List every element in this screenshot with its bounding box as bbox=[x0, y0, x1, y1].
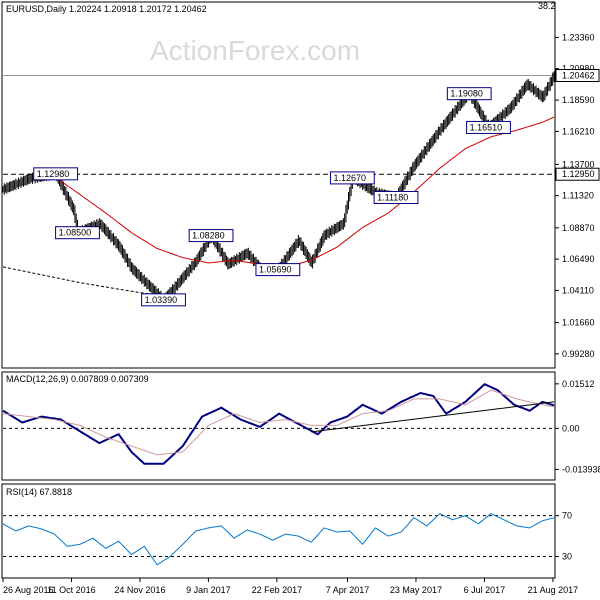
watermark: ActionForex.com bbox=[150, 35, 360, 66]
annotation-label: 1.12980 bbox=[37, 169, 70, 179]
x-tick-label: 11 Oct 2016 bbox=[47, 585, 95, 595]
x-tick-label: 7 Apr 2017 bbox=[326, 585, 370, 595]
annotation-label: 1.03390 bbox=[145, 295, 178, 305]
macd-trendline-line bbox=[311, 401, 555, 433]
price-tick-label: 1.11320 bbox=[562, 191, 594, 201]
price-tick-label: 1.20980 bbox=[562, 64, 595, 74]
grid-layer bbox=[3, 75, 554, 558]
macd-tick-label: -0.013938 bbox=[562, 464, 600, 474]
price-tick-label: 1.08870 bbox=[562, 223, 595, 233]
annotation-label: 1.08500 bbox=[59, 228, 92, 238]
rsi-panel-frame bbox=[1, 483, 556, 579]
x-tick-label: 23 May 2017 bbox=[390, 585, 442, 595]
axis-layer: 1.23360 1.20980 1.18590 1.16210 1.13700 1.113… bbox=[2, 32, 600, 595]
x-tick-label: 22 Feb 2017 bbox=[252, 585, 303, 595]
price-panel-frame bbox=[1, 1, 556, 369]
macd-macd-line bbox=[2, 382, 555, 465]
price-tick-label: 1.23360 bbox=[562, 32, 595, 42]
current-price-box bbox=[555, 69, 600, 83]
annotation-box bbox=[33, 167, 79, 181]
price-tick-label: 1.06490 bbox=[562, 254, 595, 264]
annotation-box bbox=[55, 226, 100, 240]
annotation-label: 1.19080 bbox=[450, 89, 483, 99]
annotation-label: 1.05690 bbox=[259, 265, 292, 275]
annotation-box bbox=[255, 263, 301, 277]
moving-average-line bbox=[55, 116, 555, 268]
annotation-box bbox=[188, 229, 234, 243]
x-tick-label: 6 Jul 2017 bbox=[464, 585, 506, 595]
annotation-box bbox=[466, 120, 511, 134]
rsi-title: RSI(14) 67.8818 bbox=[6, 487, 72, 497]
corner-value: 38.2 bbox=[538, 1, 556, 11]
reference-level-box-label: 1.12950 bbox=[562, 169, 595, 179]
annotation-label: 1.16510 bbox=[470, 122, 503, 132]
price-tick-label: 1.01660 bbox=[562, 318, 595, 328]
reference-level-box bbox=[555, 167, 600, 181]
price-tick-label: 1.16210 bbox=[562, 126, 595, 136]
price-tick-label: 0.99280 bbox=[562, 349, 595, 359]
x-tick-label: 26 Aug 2016 bbox=[3, 585, 54, 595]
rsi-tick-label: 30 bbox=[562, 552, 572, 562]
macd-title: MACD(12,26,9) 0.007809 0.007309 bbox=[6, 374, 149, 384]
x-tick-label: 9 Jan 2017 bbox=[186, 585, 231, 595]
rsi-line bbox=[2, 513, 555, 566]
x-tick-label: 24 Nov 2016 bbox=[114, 585, 165, 595]
price-tick-label: 1.04110 bbox=[562, 285, 594, 295]
current-price-box-label: 1.20462 bbox=[562, 71, 595, 81]
annotation-box bbox=[446, 87, 492, 101]
label-layer: 1.12980 1.08500 1.08280 1.03390 1.05690 1.126… bbox=[33, 87, 511, 307]
macd-tick-label: 0.00 bbox=[562, 423, 580, 433]
rsi-tick-label: 70 bbox=[562, 511, 572, 521]
annotation-box bbox=[329, 171, 375, 185]
symbol-title: EURUSD,Daily 1.20224 1.20918 1.20172 1.2… bbox=[6, 4, 207, 14]
annotation-label: 1.08280 bbox=[192, 231, 225, 241]
macd-panel-frame bbox=[1, 371, 556, 481]
x-tick-label: 21 Aug 2017 bbox=[528, 585, 579, 595]
annotation-label: 1.11180 bbox=[377, 192, 408, 202]
macd-signal-line bbox=[2, 389, 555, 456]
annotation-label: 1.12670 bbox=[333, 173, 366, 183]
plot-layer bbox=[2, 71, 555, 566]
macd-tick-label: 0.01512 bbox=[562, 379, 595, 389]
price-tick-label: 1.13700 bbox=[562, 159, 595, 169]
price-tick-label: 1.18590 bbox=[562, 95, 595, 105]
annotation-box bbox=[373, 190, 419, 204]
annotation-box bbox=[141, 293, 186, 307]
